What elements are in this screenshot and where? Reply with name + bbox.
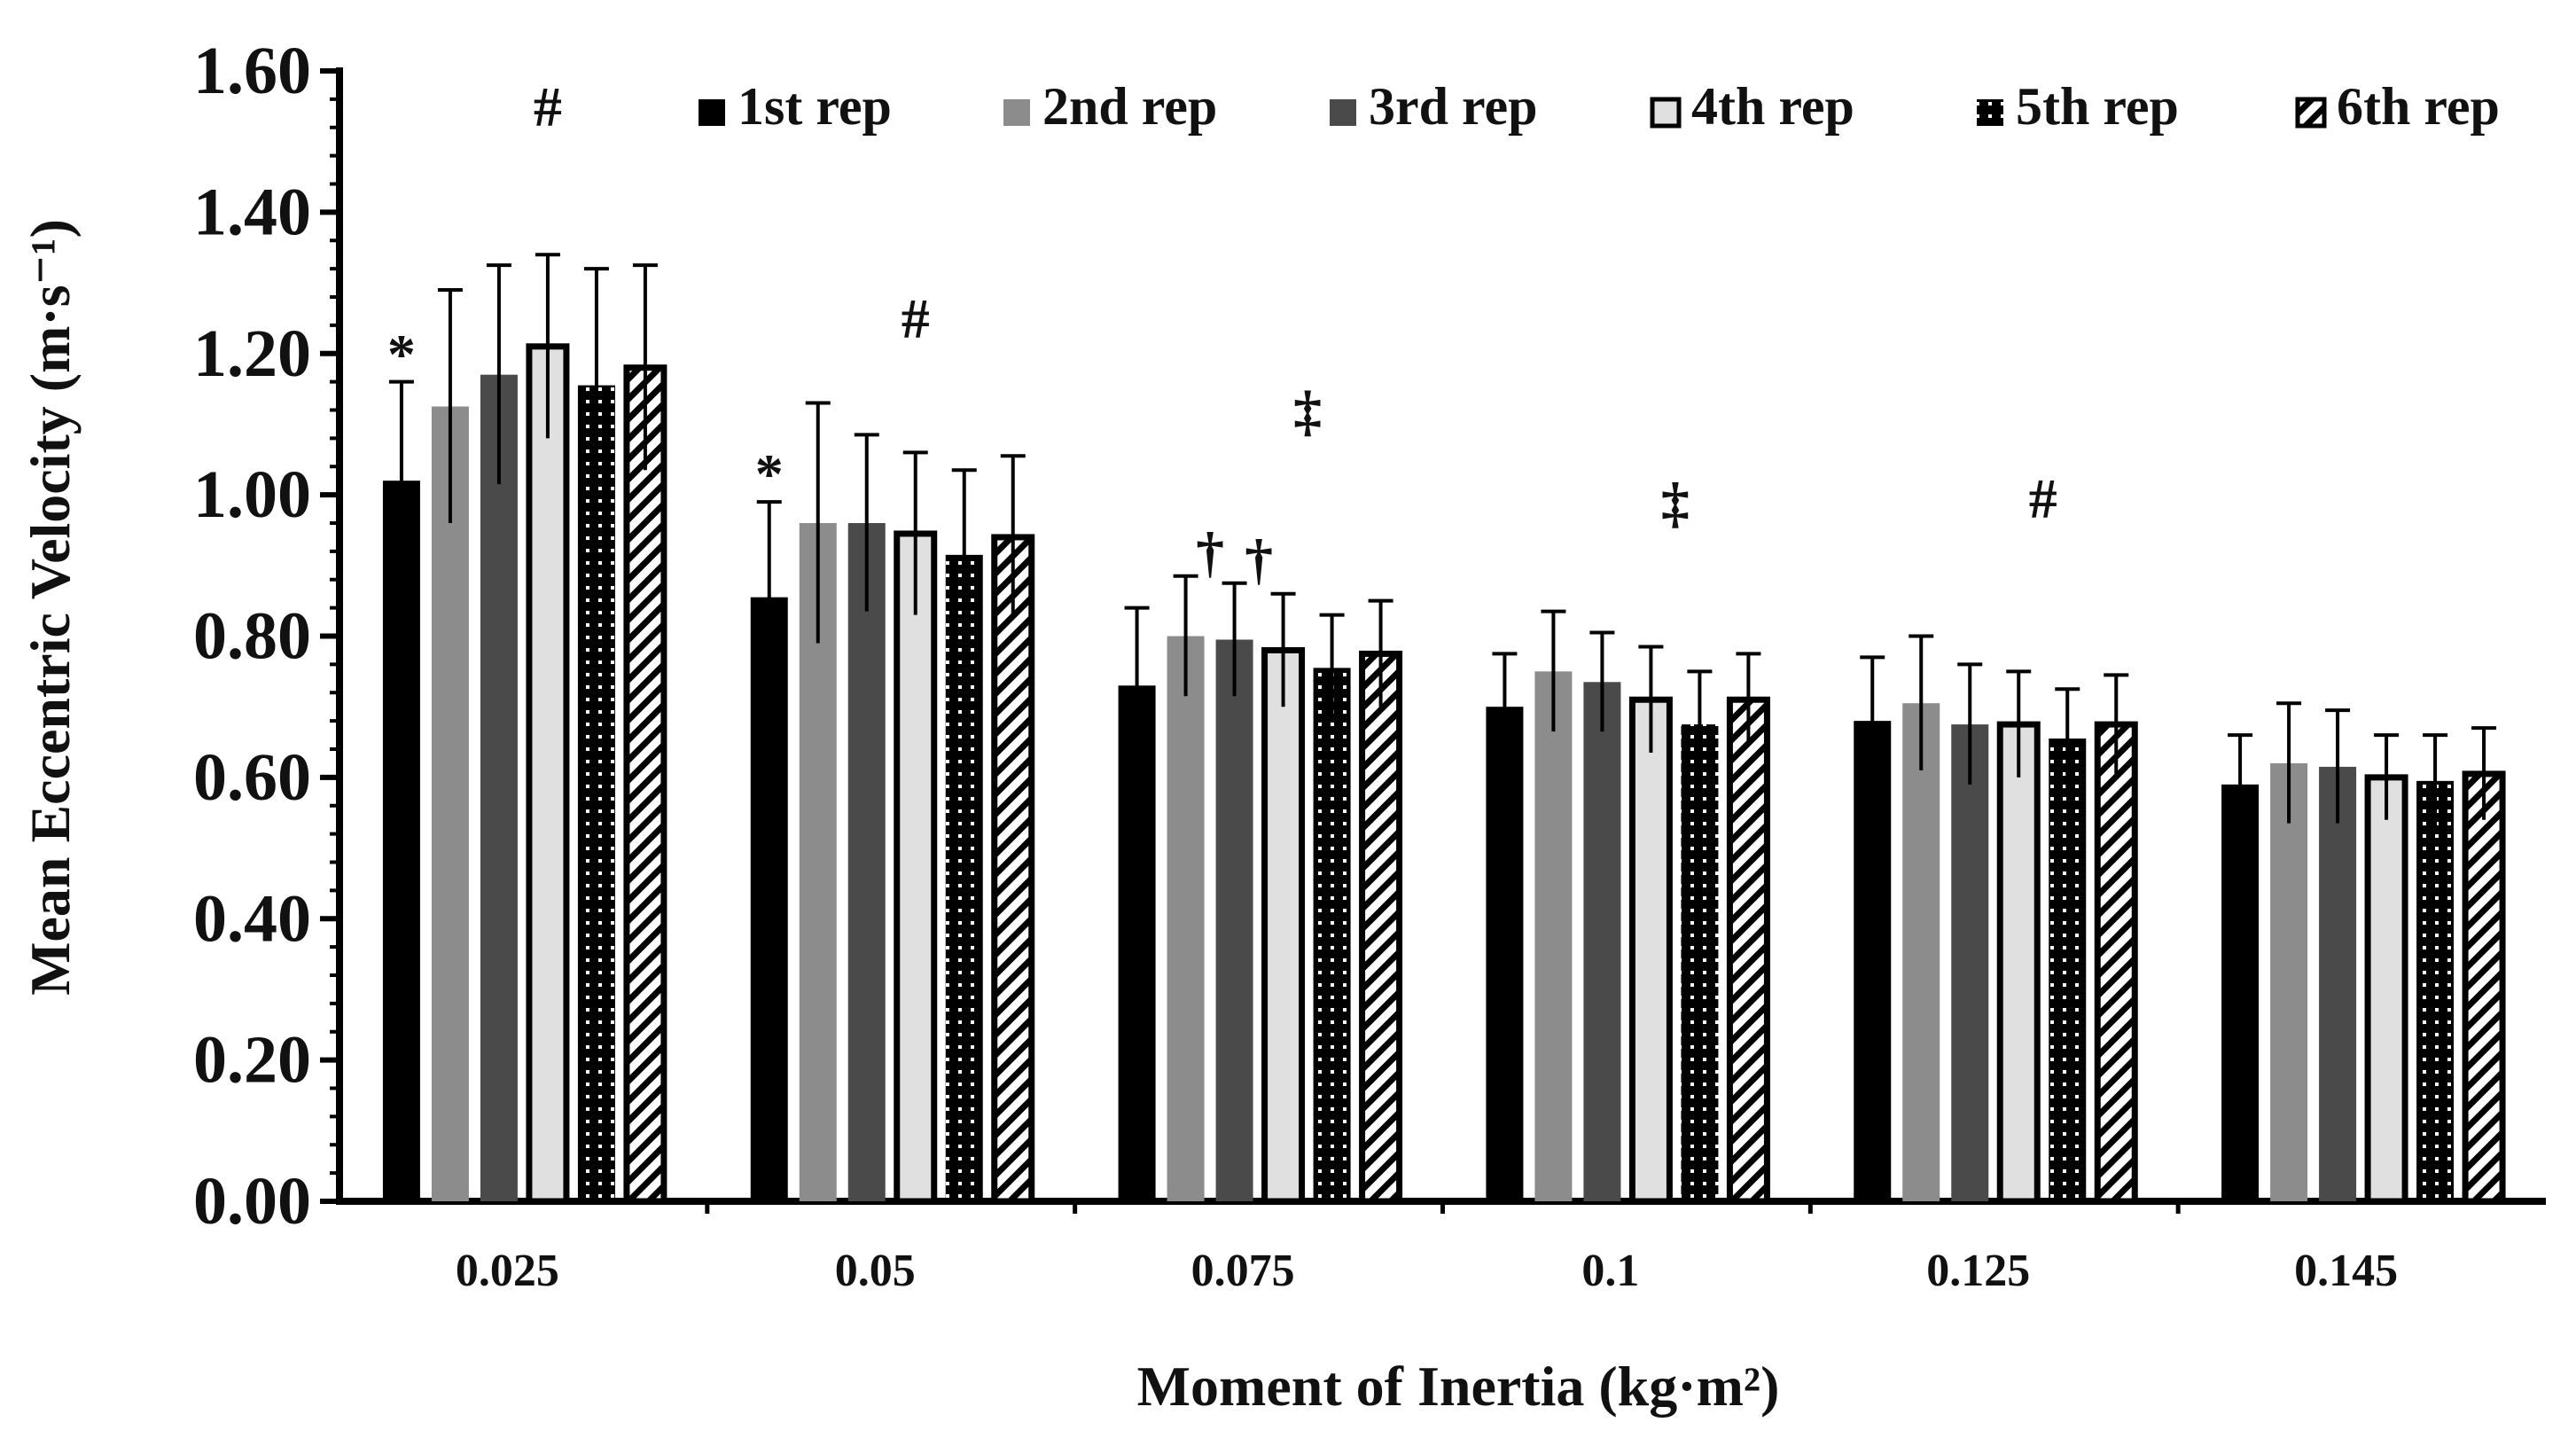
axes: 0.00 0.20 0.40 0.60 0.80 1.00 1.20 1.40 1.60 0.02… xyxy=(193,34,2546,1296)
significance-marker: * xyxy=(755,442,784,505)
legend-label-5th-rep: 5th rep xyxy=(2016,77,2179,136)
x-category-label: 0.1 xyxy=(1581,1246,1639,1296)
bar-4th-rep-0.125 xyxy=(1996,721,2041,1205)
significance-marker: # xyxy=(534,75,562,138)
bar-1st-rep-0.075 xyxy=(1118,685,1156,1201)
bar-3rd-rep-0.025 xyxy=(480,374,518,1201)
bars xyxy=(382,253,2506,1205)
bar-6th-rep-0.025 xyxy=(623,364,667,1205)
y-tick-label: 1.40 xyxy=(193,175,311,249)
bar-6th-rep-0.1 xyxy=(1726,696,1770,1205)
y-axis-title: Mean Eccentric Velocity (m·s⁻¹) xyxy=(19,219,82,996)
bar-6th-rep-0.125 xyxy=(2094,721,2138,1205)
bar-3rd-rep-0.125 xyxy=(1951,724,1989,1201)
bar-5th-rep-0.05 xyxy=(945,554,983,1201)
y-tick-label: 0.80 xyxy=(193,599,311,674)
bar-3rd-rep-0.145 xyxy=(2319,766,2357,1201)
y-tick-label: 0.20 xyxy=(193,1023,311,1098)
legend-label-6th-rep: 6th rep xyxy=(2337,77,2500,136)
y-tick-label: 1.20 xyxy=(193,317,311,391)
bar-6th-rep-0.145 xyxy=(2462,770,2506,1205)
bar-1st-rep-0.1 xyxy=(1486,707,1524,1201)
x-category-label: 0.025 xyxy=(456,1246,559,1296)
significance-marker: ‡ xyxy=(1661,471,1690,534)
significance-marker: † xyxy=(1245,528,1273,590)
legend-swatch-1st-rep xyxy=(699,99,725,126)
bar-5th-rep-0.125 xyxy=(2049,739,2087,1201)
bar-3rd-rep-0.05 xyxy=(847,523,886,1201)
bar-3rd-rep-0.1 xyxy=(1583,682,1621,1201)
legend-label-1st-rep: 1st rep xyxy=(738,77,892,136)
bar-2nd-rep-0.125 xyxy=(1902,703,1940,1201)
legend-label-3rd-rep: 3rd rep xyxy=(1369,77,1538,136)
bar-5th-rep-0.075 xyxy=(1313,668,1351,1201)
y-tick-label: 1.00 xyxy=(193,457,311,532)
bar-1st-rep-0.025 xyxy=(382,481,420,1201)
bar-2nd-rep-0.025 xyxy=(431,406,469,1201)
bar-6th-rep-0.05 xyxy=(991,534,1035,1205)
x-axis-title: Moment of Inertia (kg·m²) xyxy=(1137,1355,1780,1418)
x-category-label: 0.075 xyxy=(1191,1246,1295,1296)
bar-4th-rep-0.075 xyxy=(1261,646,1306,1205)
annotations: # * # * ‡ † † ‡ # xyxy=(387,75,2057,590)
significance-marker: ‡ xyxy=(1293,379,1322,442)
legend-swatch-6th-rep xyxy=(2295,97,2327,129)
y-tick-label: 0.00 xyxy=(193,1164,311,1239)
x-category-label: 0.125 xyxy=(1926,1246,2030,1296)
legend-label-4th-rep: 4th rep xyxy=(1691,77,1854,136)
bar-5th-rep-0.145 xyxy=(2416,780,2455,1201)
significance-marker: * xyxy=(387,323,416,386)
bar-1st-rep-0.125 xyxy=(1854,721,1892,1201)
legend-label-2nd-rep: 2nd rep xyxy=(1042,77,1217,136)
bar-4th-rep-0.145 xyxy=(2364,774,2408,1205)
bar-5th-rep-0.1 xyxy=(1681,724,1719,1201)
legend-swatch-3rd-rep xyxy=(1330,99,1356,126)
significance-marker: † xyxy=(1196,520,1224,583)
legend-swatch-4th-rep xyxy=(1650,97,1682,129)
x-category-label: 0.145 xyxy=(2294,1246,2398,1296)
bar-2nd-rep-0.1 xyxy=(1534,671,1573,1201)
legend-swatch-5th-rep xyxy=(1977,99,2003,126)
y-tick-label: 0.60 xyxy=(193,740,311,815)
bar-2nd-rep-0.075 xyxy=(1167,636,1205,1201)
bar-5th-rep-0.025 xyxy=(577,385,615,1201)
y-tick-label: 0.40 xyxy=(193,881,311,956)
x-category-label: 0.05 xyxy=(835,1246,916,1296)
bar-4th-rep-0.05 xyxy=(894,530,938,1205)
significance-marker: # xyxy=(2029,467,2057,530)
bar-4th-rep-0.025 xyxy=(526,343,570,1205)
bar-1st-rep-0.145 xyxy=(2221,784,2260,1201)
bar-2nd-rep-0.145 xyxy=(2270,762,2308,1201)
bar-1st-rep-0.05 xyxy=(750,597,788,1201)
y-tick-label: 1.60 xyxy=(193,34,311,108)
legend: 1st rep 2nd rep 3rd rep 4th rep 5th rep 6th r… xyxy=(699,77,2500,136)
bar-3rd-rep-0.075 xyxy=(1215,639,1253,1201)
bar-6th-rep-0.075 xyxy=(1359,650,1403,1205)
significance-marker: # xyxy=(902,287,930,350)
legend-swatch-2nd-rep xyxy=(1003,99,1030,126)
bar-4th-rep-0.1 xyxy=(1628,696,1673,1205)
